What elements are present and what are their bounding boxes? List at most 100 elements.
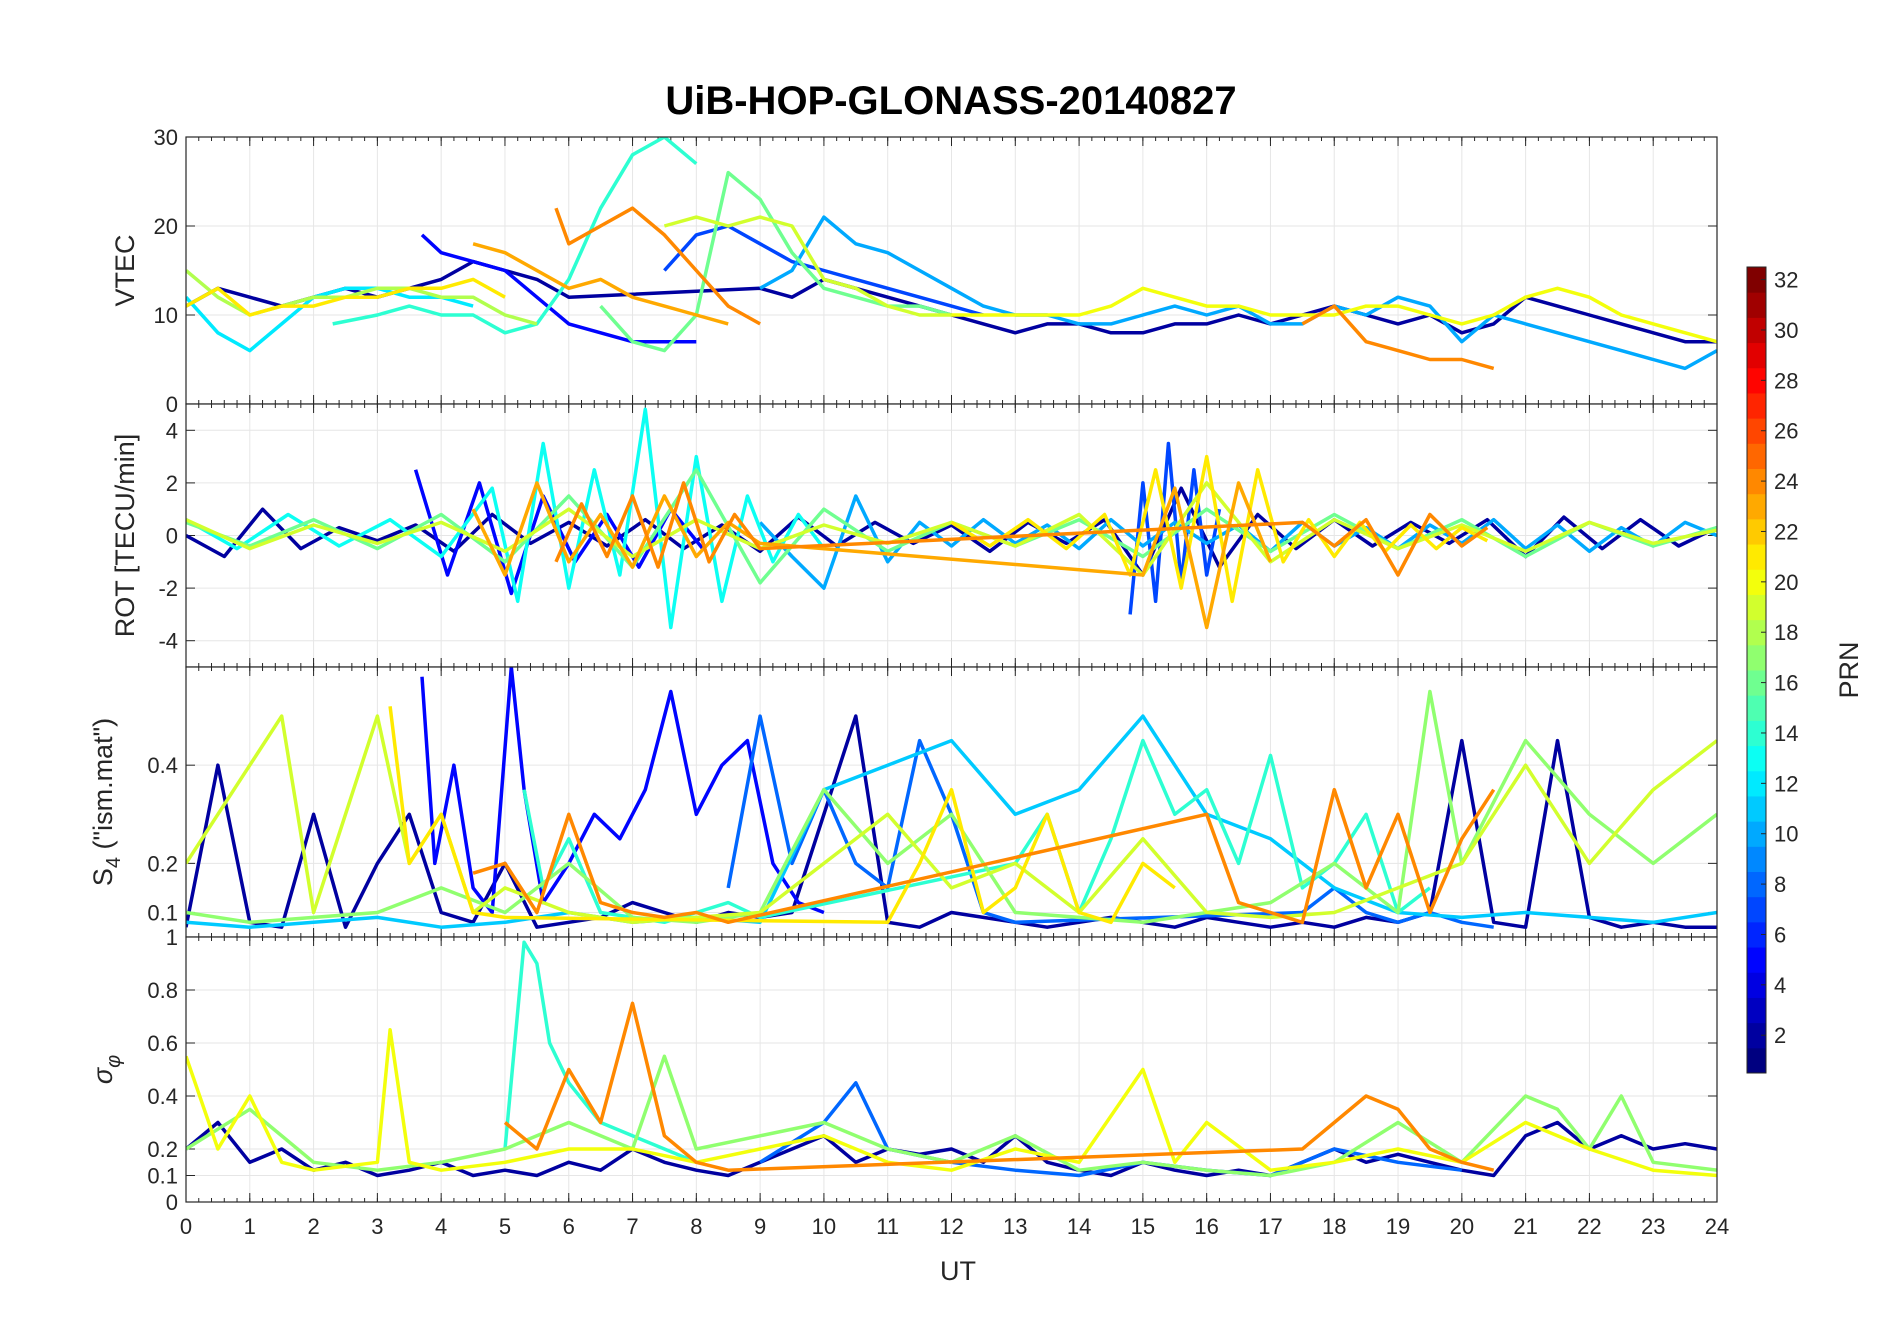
- x-tick-label: 17: [1258, 1214, 1282, 1239]
- colorbar-cell: [1747, 342, 1766, 369]
- series-line-prn-12: [186, 286, 474, 353]
- colorbar-label: PRN: [1834, 641, 1864, 698]
- x-tick-label: 16: [1194, 1214, 1218, 1239]
- colorbar-cell: [1747, 267, 1766, 293]
- y-tick-label: 0: [166, 1190, 178, 1215]
- y-tick-label: 0.2: [147, 851, 178, 876]
- x-tick-label: 9: [754, 1214, 766, 1239]
- colorbar-cell: [1747, 1022, 1766, 1049]
- series-line-prn-20: [186, 1028, 1717, 1178]
- colorbar-cell: [1747, 997, 1766, 1024]
- colorbar-tick-label: 26: [1774, 419, 1798, 444]
- colorbar-cell: [1747, 569, 1766, 595]
- x-tick-label: 23: [1641, 1214, 1665, 1239]
- x-tick-label: 21: [1513, 1214, 1537, 1239]
- colorbar-cell: [1747, 745, 1766, 772]
- x-tick-label: 6: [563, 1214, 575, 1239]
- series-line-prn-5: [420, 233, 697, 344]
- series-group: [186, 940, 1717, 1178]
- x-tick-label: 11: [876, 1214, 899, 1239]
- y-tick-label: 2: [166, 471, 178, 496]
- x-tick-label: 2: [307, 1214, 319, 1239]
- series-line-prn-20: [951, 286, 1717, 344]
- colorbar-cell: [1747, 443, 1766, 469]
- x-tick-label: 24: [1705, 1214, 1729, 1239]
- x-tick-label: 22: [1577, 1214, 1601, 1239]
- series-line-prn-17: [186, 1054, 1717, 1178]
- y-tick-label: 4: [166, 418, 178, 443]
- colorbar-tick-label: 30: [1774, 318, 1798, 343]
- colorbar-tick-label: 22: [1774, 519, 1798, 544]
- y-axis-label: ROT [TECU/min]: [110, 434, 140, 638]
- x-tick-label: 20: [1450, 1214, 1474, 1239]
- x-tick-label: 18: [1322, 1214, 1346, 1239]
- x-axis-label: UT: [940, 1256, 976, 1286]
- chart-title: UiB-HOP-GLONASS-20140827: [665, 79, 1236, 123]
- colorbar-tick-label: 8: [1774, 872, 1786, 897]
- colorbar-tick-label: 16: [1774, 671, 1798, 696]
- colorbar-cell: [1747, 695, 1766, 721]
- colorbar-cell: [1747, 770, 1766, 797]
- x-tick-label: 15: [1131, 1214, 1155, 1239]
- colorbar-tick-label: 32: [1774, 268, 1798, 293]
- y-axis-label: VTEC: [110, 234, 140, 306]
- y-tick-label: 30: [154, 125, 178, 150]
- series-line-prn-19: [663, 215, 952, 317]
- colorbar-cell: [1747, 871, 1766, 898]
- colorbar-tick-label: 2: [1774, 1023, 1786, 1048]
- colorbar-cell: [1747, 619, 1766, 646]
- series-group: [186, 407, 1717, 630]
- colorbar-tick-label: 4: [1774, 973, 1786, 998]
- y-tick-label: 0.1: [147, 900, 178, 925]
- panel-4: 00.10.2 0.4 0.6 0.8 1 σφ: [88, 925, 1718, 1215]
- series-line-prn-14: [503, 940, 697, 1164]
- colorbar-cell: [1747, 972, 1766, 998]
- series-line-prn-19: [186, 714, 1717, 925]
- colorbar-cell: [1747, 670, 1766, 696]
- series-line-prn-24: [554, 206, 761, 326]
- y-tick-label: 0.8: [147, 978, 178, 1003]
- colorbar-cell: [1747, 544, 1766, 570]
- series-line-prn-2: [186, 486, 1717, 577]
- series-line-prn-2: [186, 714, 1717, 929]
- colorbar-tick-label: 14: [1774, 721, 1798, 746]
- colorbar-cell: [1747, 795, 1766, 822]
- colorbar-tick-label: 6: [1774, 922, 1786, 947]
- colorbar-cell: [1747, 720, 1766, 747]
- series-line-prn-24: [503, 1001, 1495, 1172]
- colorbar-cell: [1747, 292, 1766, 318]
- colorbar-tick-label: 10: [1774, 822, 1798, 847]
- y-tick-label: 0.1: [147, 1164, 178, 1189]
- y-tick-label: 0.6: [147, 1031, 178, 1056]
- colorbar-cell: [1747, 392, 1766, 419]
- series-line-prn-24: [1301, 304, 1495, 371]
- series-line-prn-24: [554, 481, 1489, 577]
- series-line-prn-14: [332, 137, 698, 335]
- colorbar-tick-label: 28: [1774, 368, 1798, 393]
- x-tick-label: 0: [180, 1214, 192, 1239]
- y-tick-label: 1: [166, 925, 178, 950]
- panel-1: 0 10 20 30 VTEC: [110, 125, 1718, 417]
- series-line-prn-21: [186, 277, 506, 317]
- y-tick-label: -2: [158, 576, 178, 601]
- y-tick-label: 0.2: [147, 1137, 178, 1162]
- series-line-prn-7: [663, 224, 984, 317]
- y-axis-label: σφ: [88, 1055, 125, 1084]
- colorbar-frame: [1746, 266, 1767, 1074]
- series-group: [186, 137, 1717, 371]
- colorbar-cell: [1747, 367, 1766, 394]
- colorbar-tick-label: 24: [1774, 469, 1798, 494]
- series-group: [186, 667, 1717, 929]
- y-tick-label: 0.4: [147, 753, 178, 778]
- y-axis-label: S4 ("ism.mat"): [88, 718, 125, 886]
- y-tick-label: -4: [158, 629, 178, 654]
- colorbar-cell: [1747, 821, 1766, 847]
- y-tick-label: 0: [166, 524, 178, 549]
- x-tick-label: 12: [939, 1214, 963, 1239]
- colorbar-cell: [1747, 518, 1766, 545]
- x-tick-label: 10: [812, 1214, 836, 1239]
- colorbar-tick-label: 20: [1774, 570, 1798, 595]
